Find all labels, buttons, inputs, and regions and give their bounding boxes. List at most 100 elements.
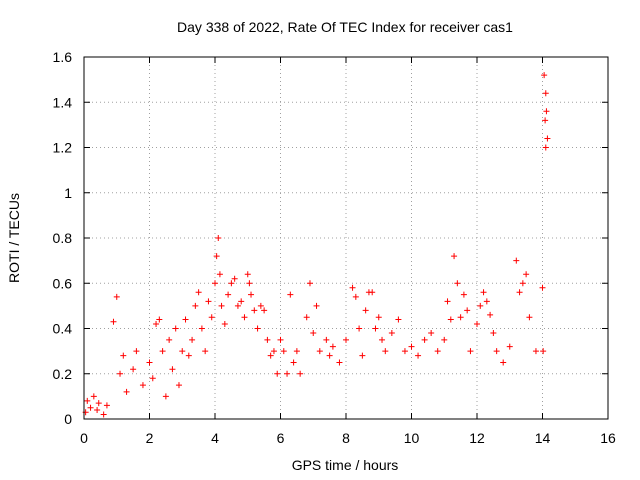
data-point [369, 289, 376, 296]
data-point [241, 314, 248, 321]
data-point [401, 348, 408, 355]
y-tick-label: 0.2 [53, 366, 73, 382]
data-point [290, 359, 297, 366]
data-point [146, 359, 153, 366]
data-point [544, 135, 551, 142]
data-point [244, 271, 251, 278]
data-point [523, 271, 530, 278]
data-point [441, 336, 448, 343]
data-point [352, 293, 359, 300]
x-tick-label: 2 [146, 430, 154, 446]
data-point [113, 293, 120, 300]
data-point [228, 280, 235, 287]
data-point [306, 280, 313, 287]
data-point [408, 343, 415, 350]
data-point [421, 336, 428, 343]
data-point [264, 336, 271, 343]
data-point [139, 382, 146, 389]
data-point [379, 336, 386, 343]
data-point [231, 275, 238, 282]
data-point [451, 253, 458, 260]
data-point [388, 330, 395, 337]
data-point [198, 325, 205, 332]
x-tick-label: 14 [535, 430, 551, 446]
data-point [516, 289, 523, 296]
data-point [329, 343, 336, 350]
data-point [434, 348, 441, 355]
data-point [303, 314, 310, 321]
data-point [349, 284, 356, 291]
data-point [238, 298, 245, 305]
data-point [208, 314, 215, 321]
x-tick-label: 6 [277, 430, 285, 446]
data-point [513, 257, 520, 264]
data-point [215, 235, 222, 241]
data-point [100, 411, 107, 418]
data-point [251, 307, 258, 314]
data-point [172, 325, 179, 332]
data-point [541, 72, 548, 79]
data-point [395, 316, 402, 323]
data-point [130, 366, 137, 373]
data-point [280, 348, 287, 355]
data-point [362, 307, 369, 314]
y-tick-label: 0.6 [53, 275, 73, 291]
x-tick-label: 10 [404, 430, 420, 446]
data-point [213, 253, 220, 260]
data-point [519, 280, 526, 287]
data-point [261, 307, 268, 314]
data-point [185, 352, 192, 359]
data-point [526, 314, 533, 321]
data-point [277, 336, 284, 343]
data-point [120, 352, 127, 359]
data-point [156, 316, 163, 323]
data-point [248, 291, 255, 298]
data-point [372, 325, 379, 332]
data-point [467, 348, 474, 355]
data-point [480, 289, 487, 296]
data-point [326, 352, 333, 359]
data-point [490, 330, 497, 337]
x-tick-label: 16 [600, 430, 616, 446]
data-point [287, 291, 294, 298]
data-point [95, 400, 102, 407]
data-point [90, 393, 97, 400]
data-point [133, 348, 140, 355]
y-tick-labels: 0 0.2 0.4 0.6 0.8 1 1.2 1.4 1.6 [53, 49, 73, 427]
data-point [179, 348, 186, 355]
data-point [382, 348, 389, 355]
data-point [444, 298, 451, 305]
data-point [493, 348, 500, 355]
data-point [359, 352, 366, 359]
data-point [257, 302, 264, 309]
data-point [454, 280, 461, 287]
gridlines [84, 57, 608, 419]
data-point [202, 348, 209, 355]
data-point [310, 330, 317, 337]
data-point [212, 280, 218, 287]
data-point [103, 402, 110, 409]
data-point [110, 318, 117, 325]
y-tick-label: 1.2 [53, 140, 73, 156]
x-tick-label: 12 [469, 430, 485, 446]
x-axis-label: GPS time / hours [292, 457, 399, 473]
y-tick-label: 0.8 [53, 230, 73, 246]
data-point [539, 284, 546, 291]
plot-area-frame [83, 56, 609, 420]
data-point [246, 280, 253, 287]
data-point [487, 311, 494, 318]
y-axis-label: ROTI / TECUs [6, 193, 22, 283]
data-point [218, 302, 225, 309]
data-point [189, 336, 196, 343]
data-point [216, 271, 223, 278]
data-point [162, 393, 169, 400]
data-point [297, 370, 304, 377]
data-point [182, 316, 189, 323]
data-point [166, 336, 173, 343]
data-point [293, 348, 300, 355]
data-point [267, 352, 274, 359]
data-point [540, 348, 547, 355]
y-tick-label: 0 [64, 411, 72, 427]
data-point [543, 108, 550, 115]
x-tick-labels: 0 2 4 6 8 10 12 14 16 [80, 430, 616, 446]
